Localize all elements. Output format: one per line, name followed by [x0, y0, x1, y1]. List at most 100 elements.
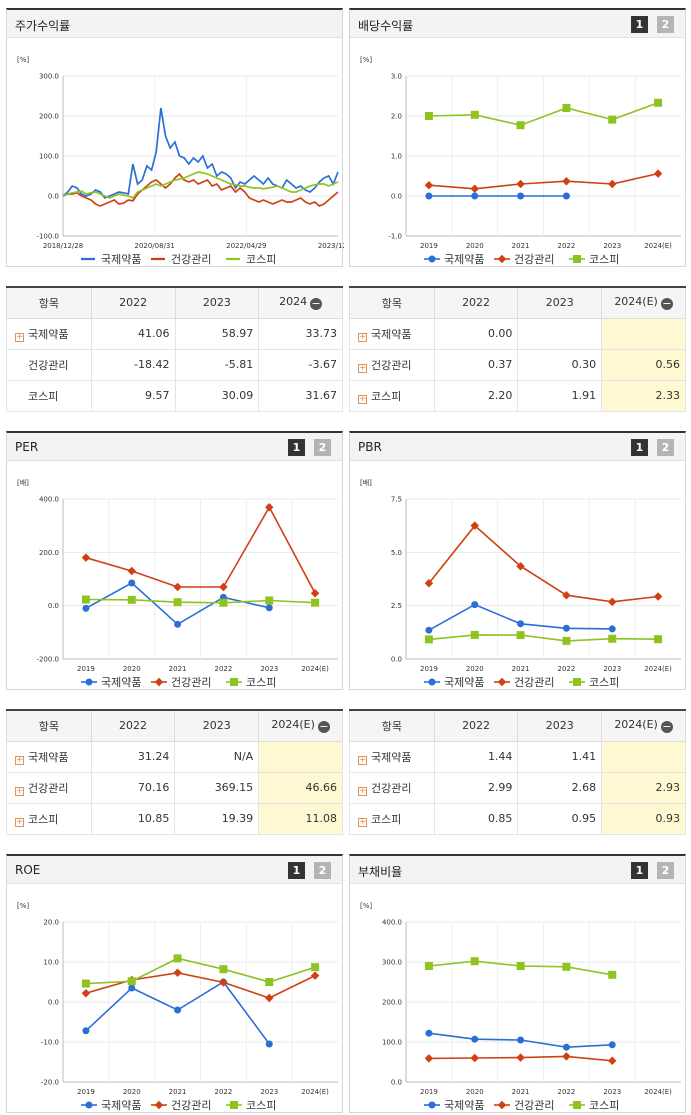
table-cell: 0.37 — [433, 348, 519, 381]
x-tick-label: 2019 — [420, 242, 438, 250]
data-point — [265, 978, 274, 986]
y-tick-label: -20.0 — [41, 1079, 59, 1087]
legend-item: 국제약품 — [424, 1098, 484, 1112]
legend-item: 건강관리 — [151, 253, 211, 266]
column-header-label: 2022 — [462, 296, 491, 310]
panel-title: 부채비율 — [358, 865, 403, 879]
collapse-icon[interactable]: − — [660, 297, 673, 311]
expand-icon[interactable]: + — [358, 331, 367, 342]
row-label: + 국제약품 — [6, 740, 92, 773]
expand-icon[interactable]: + — [15, 754, 24, 765]
page-1-button[interactable]: 1 — [288, 439, 305, 456]
expand-icon[interactable]: + — [358, 785, 367, 796]
column-header: 2024(E) − — [601, 709, 686, 742]
column-header-label: 2024(E) — [614, 718, 658, 732]
legend-label: 건강관리 — [171, 1099, 211, 1112]
data-point — [425, 1029, 433, 1037]
data-point — [573, 678, 581, 686]
data-point — [497, 1100, 507, 1110]
data-point — [424, 1054, 434, 1063]
debt-ratio-panel: 부채비율 1 2 [%] 0.0 100.0 200.0 300.0 400.0 2019 2… — [349, 854, 686, 1113]
legend-item: 국제약품 — [81, 252, 141, 266]
column-header: 2022 — [90, 709, 176, 742]
data-point — [654, 635, 663, 644]
row-label: + 국제약품 — [6, 317, 92, 350]
expand-icon[interactable]: + — [358, 816, 367, 827]
page-1-button[interactable]: 1 — [288, 862, 305, 879]
x-tick-label: 2022/04/29 — [226, 242, 266, 250]
row-label-text: 코스피 — [28, 812, 59, 826]
page-2-button[interactable]: 2 — [314, 862, 331, 879]
expand-icon[interactable]: + — [358, 393, 367, 404]
row-label: + 코스피 — [349, 802, 435, 835]
expand-icon[interactable]: + — [15, 816, 24, 827]
row-label: + 코스피 — [349, 379, 435, 412]
data-point — [608, 597, 617, 607]
data-point — [425, 192, 433, 200]
data-point — [425, 626, 433, 634]
series-kospi-line — [428, 102, 659, 127]
data-point — [562, 636, 571, 645]
collapse-icon[interactable]: − — [310, 297, 323, 311]
legend-item: 코스피 — [226, 1099, 276, 1112]
row-label-text: 국제약품 — [28, 750, 69, 764]
legend-label: 코스피 — [246, 253, 276, 266]
data-point — [127, 977, 136, 986]
y-tick-label: 100.0 — [382, 1039, 402, 1047]
page-2-button[interactable]: 2 — [314, 439, 331, 456]
panel-title: PER — [15, 440, 39, 454]
y-tick-label: 0.0 — [391, 1079, 402, 1087]
collapse-icon[interactable]: − — [660, 720, 673, 734]
x-tick-label: 2021 — [512, 665, 530, 673]
data-point — [516, 179, 525, 189]
x-tick-label: 2019 — [420, 1088, 438, 1096]
page-2-button[interactable]: 2 — [657, 862, 674, 879]
x-tick-label: 2024(E) — [301, 665, 329, 673]
table-cell: 2.68 — [517, 771, 603, 804]
expand-icon[interactable]: + — [15, 331, 24, 342]
y-tick-label: 300.0 — [39, 73, 59, 81]
expand-icon[interactable]: + — [358, 754, 367, 765]
column-header-label: 2024(E) — [271, 718, 315, 732]
per-panel: PER 1 2 [배] -200.0 0.0 200.0 400.0 2019 2020 20… — [6, 431, 343, 690]
roe-chart: [%] -20.0 -10.0 0.0 10.0 20.0 2019 2020 2021 2022… — [17, 902, 338, 1112]
table-cell: 1.41 — [517, 740, 603, 773]
y-tick-label: 10.0 — [43, 959, 59, 967]
collapse-icon[interactable]: − — [317, 720, 330, 734]
data-point — [127, 566, 136, 576]
table-cell: 11.08 — [258, 802, 343, 835]
page-1-button[interactable]: 1 — [631, 862, 648, 879]
series-kospi-line — [85, 598, 316, 604]
y-tick-label: 3.0 — [391, 73, 402, 81]
column-header: 2024(E) − — [258, 709, 343, 742]
data-point — [471, 1035, 479, 1043]
column-header: 2024− — [258, 286, 343, 319]
row-label: + 국제약품 — [349, 740, 435, 773]
page-2-button[interactable]: 2 — [657, 16, 674, 33]
row-label: + 국제약품 — [349, 317, 435, 350]
row-label: + 건강관리 — [6, 771, 92, 804]
page-2-button[interactable]: 2 — [657, 439, 674, 456]
data-point — [265, 596, 274, 605]
y-unit-label: [배] — [360, 478, 372, 487]
column-header-label: 항목 — [381, 719, 402, 733]
expand-icon[interactable]: + — [358, 362, 367, 373]
table-cell: 0.30 — [517, 348, 603, 381]
data-point — [424, 112, 433, 120]
expand-icon[interactable]: + — [15, 785, 24, 796]
y-tick-label: 200.0 — [39, 549, 59, 557]
data-point — [654, 98, 663, 107]
x-tick-label: 2021 — [512, 1088, 530, 1096]
page-1-button[interactable]: 1 — [631, 439, 648, 456]
table-header-row: 항목 2022 2023 2024(E) − — [349, 286, 686, 319]
table-cell — [601, 317, 686, 350]
y-unit-label: [%] — [17, 902, 29, 910]
data-point — [82, 1027, 90, 1035]
x-tick-label: 2020/08/31 — [134, 242, 174, 250]
table-row: + 코스피 2.20 1.91 2.33 — [349, 379, 686, 412]
y-tick-label: -10.0 — [41, 1039, 59, 1047]
legend-item: 코스피 — [569, 1099, 619, 1112]
page-1-button[interactable]: 1 — [631, 16, 648, 33]
y-unit-label: [%] — [360, 56, 372, 64]
legend-item: 건강관리 — [151, 1099, 211, 1112]
